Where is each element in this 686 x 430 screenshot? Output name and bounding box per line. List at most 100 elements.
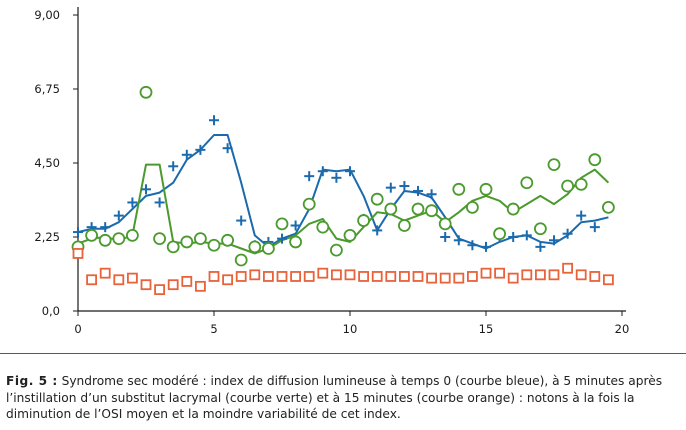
data-point-green bbox=[479, 182, 493, 196]
caption-label: Fig. 5 : bbox=[6, 374, 58, 388]
y-tick-label: 6,75 bbox=[34, 82, 60, 96]
data-point-orange bbox=[330, 269, 342, 281]
data-point-orange bbox=[548, 269, 560, 281]
data-point-orange bbox=[412, 271, 424, 282]
data-point-blue bbox=[113, 210, 124, 221]
data-point-orange bbox=[426, 272, 438, 284]
x-tick-label: 20 bbox=[615, 322, 630, 336]
data-point-blue bbox=[331, 172, 342, 183]
data-point-blue bbox=[209, 115, 219, 126]
data-point-orange bbox=[235, 271, 247, 282]
data-point-blue bbox=[290, 220, 301, 231]
series-line-green bbox=[77, 163, 610, 255]
data-point-blue bbox=[426, 189, 437, 200]
data-point-blue bbox=[181, 149, 192, 160]
data-point-green bbox=[602, 200, 615, 214]
y-tick-label: 9,00 bbox=[34, 8, 60, 22]
data-point-blue bbox=[304, 171, 315, 182]
data-point-orange bbox=[371, 271, 383, 282]
caption-text: Syndrome sec modéré : index de diffusion… bbox=[6, 374, 663, 421]
data-point-orange bbox=[398, 271, 410, 282]
data-point-blue bbox=[440, 232, 451, 242]
x-tick-label: 0 bbox=[74, 322, 81, 336]
data-point-green bbox=[261, 242, 275, 255]
data-point-blue bbox=[236, 215, 247, 226]
data-point-blue bbox=[549, 235, 559, 246]
data-point-green bbox=[193, 232, 207, 246]
data-point-orange bbox=[344, 269, 356, 281]
figure-frame: 0,0 2,25 4,50 6,75 9,00 0 5 10 15 20 bbox=[0, 7, 686, 354]
data-point-orange bbox=[208, 271, 220, 282]
data-point-green bbox=[221, 233, 235, 247]
data-point-blue bbox=[73, 227, 83, 238]
data-point-orange bbox=[72, 248, 84, 259]
data-point-green bbox=[384, 202, 398, 216]
data-point-orange bbox=[480, 267, 492, 279]
data-point-green bbox=[506, 202, 520, 216]
data-point-orange bbox=[276, 271, 288, 282]
data-point-orange bbox=[562, 262, 573, 274]
data-point-blue bbox=[154, 197, 165, 208]
data-point-green bbox=[180, 235, 194, 249]
data-point-blue bbox=[453, 235, 464, 246]
data-point-green bbox=[329, 243, 343, 257]
data-point-orange bbox=[603, 274, 614, 286]
data-point-blue bbox=[562, 228, 573, 239]
data-point-blue bbox=[508, 232, 519, 242]
data-point-blue bbox=[467, 240, 478, 251]
data-point-orange bbox=[262, 271, 274, 282]
data-point-blue bbox=[385, 182, 396, 193]
data-point-orange bbox=[589, 271, 601, 282]
data-point-orange bbox=[535, 269, 546, 281]
data-point-green bbox=[207, 238, 221, 252]
data-point-blue bbox=[195, 144, 206, 155]
data-point-green bbox=[493, 227, 507, 241]
data-point-green bbox=[574, 177, 588, 191]
y-tick-label: 4,50 bbox=[34, 156, 60, 170]
data-point-blue bbox=[372, 225, 383, 236]
data-point-blue bbox=[521, 230, 532, 241]
series-line-blue bbox=[77, 134, 609, 250]
data-point-green bbox=[357, 214, 371, 227]
data-point-orange bbox=[194, 280, 206, 292]
data-point-green bbox=[397, 219, 411, 232]
data-point-blue bbox=[141, 184, 151, 195]
data-point-orange bbox=[507, 272, 519, 284]
data-point-orange bbox=[317, 267, 329, 279]
data-point-green bbox=[438, 217, 452, 231]
data-point-green bbox=[547, 158, 561, 172]
y-tick-label: 0,0 bbox=[42, 304, 60, 318]
data-point-blue bbox=[317, 166, 328, 177]
data-point-green bbox=[125, 228, 139, 242]
data-point-orange bbox=[358, 271, 370, 282]
data-point-orange bbox=[154, 284, 166, 296]
data-point-orange bbox=[181, 275, 193, 287]
data-point-green bbox=[588, 153, 602, 167]
data-point-green bbox=[139, 85, 153, 99]
data-point-green bbox=[85, 228, 98, 242]
osi-line-chart: 0,0 2,25 4,50 6,75 9,00 0 5 10 15 20 bbox=[0, 7, 686, 354]
data-point-orange bbox=[99, 267, 111, 279]
x-tick-label: 5 bbox=[210, 322, 217, 336]
data-point-green bbox=[166, 240, 180, 254]
figure-caption: Fig. 5 : Syndrome sec modéré : index de … bbox=[6, 373, 682, 423]
data-point-blue bbox=[481, 241, 491, 252]
data-point-green bbox=[343, 228, 357, 242]
data-point-green bbox=[289, 235, 303, 249]
data-point-green bbox=[234, 253, 248, 267]
data-point-green bbox=[275, 217, 289, 231]
data-point-blue bbox=[100, 222, 111, 233]
data-point-green bbox=[452, 182, 466, 196]
y-tick-label: 2,25 bbox=[34, 230, 60, 244]
data-point-orange bbox=[466, 271, 478, 282]
data-point-orange bbox=[113, 274, 125, 286]
data-point-green bbox=[248, 240, 262, 254]
data-point-orange bbox=[521, 269, 533, 281]
data-point-orange bbox=[127, 272, 138, 284]
data-point-green bbox=[561, 179, 574, 193]
data-point-orange bbox=[167, 279, 179, 291]
data-point-blue bbox=[127, 197, 138, 208]
data-point-orange bbox=[494, 267, 506, 279]
data-point-green bbox=[411, 202, 425, 216]
data-point-orange bbox=[140, 279, 152, 291]
